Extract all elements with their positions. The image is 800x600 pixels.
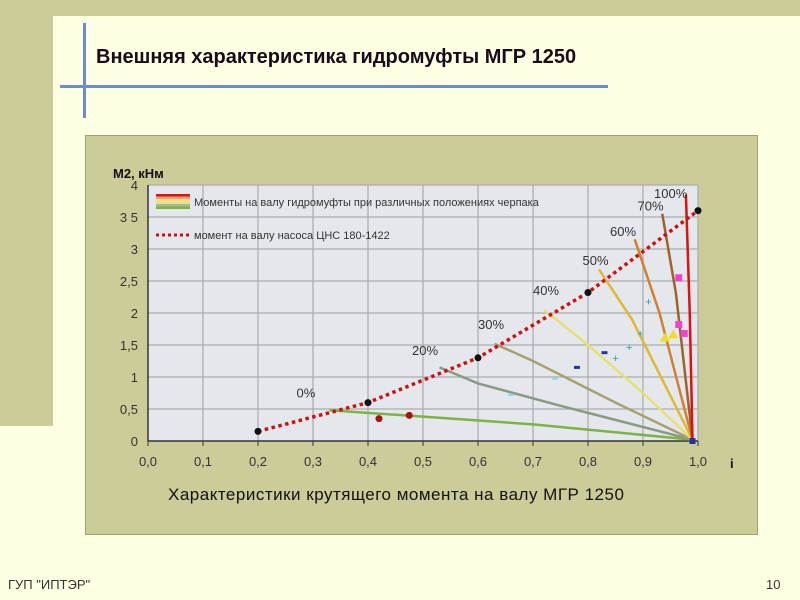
marker-square <box>675 321 683 329</box>
marker-square <box>675 274 683 282</box>
series-line-60% <box>633 239 694 441</box>
x-tick-label: 0,5 <box>414 454 432 469</box>
chart-panel: 0,0 0,1 0,2 0,3 0,4 0,5 0,6 0,7 0,8 0,9 1,0 0 0,5 1 1,… <box>85 135 758 535</box>
marker-dash <box>574 365 580 369</box>
series-line-70% <box>661 213 694 440</box>
legend-swatch-characteristics <box>156 201 190 204</box>
series-label: 0% <box>297 385 316 400</box>
series-label: 70% <box>638 199 664 214</box>
x-tick-label: 0,9 <box>634 454 652 469</box>
x-tick-label: 0,1 <box>194 454 212 469</box>
marker-plus: + <box>637 328 643 340</box>
legend-swatch-characteristics <box>156 196 190 199</box>
series-label: 60% <box>610 224 636 239</box>
legend-swatch-characteristics <box>156 199 190 202</box>
y-tick-label: 1 <box>131 370 138 385</box>
x-tick-label: 0,6 <box>469 454 487 469</box>
marker-triangle <box>660 332 670 342</box>
legend-swatch-characteristics <box>156 194 190 197</box>
marker-plus: + <box>626 342 632 354</box>
left-band <box>0 0 53 426</box>
marker-plus: + <box>612 353 618 365</box>
legend-label-characteristics: Моменты на валу гидромуфты при различных… <box>194 197 540 209</box>
title-vertical-rule <box>83 23 86 118</box>
pump-curve-point <box>474 354 482 362</box>
convergence-point <box>689 438 696 444</box>
pump-curve-point <box>364 399 372 407</box>
legend-label-pump: момент на валу насоса ЦНС 180-1422 <box>194 230 390 242</box>
top-band <box>0 0 800 16</box>
y-tick-label: 0 <box>131 434 138 449</box>
series-line-40% <box>543 308 694 441</box>
x-tick-label: 0,8 <box>579 454 597 469</box>
y-tick-label: 4 <box>131 178 138 193</box>
series-label: 40% <box>533 283 559 298</box>
chart-title: Характеристики крутящего момента на валу… <box>168 485 624 504</box>
x-tick-label: 0,7 <box>524 454 542 469</box>
series-label: 100% <box>654 186 688 201</box>
series-label: 20% <box>412 343 438 358</box>
footer-org: ГУП "ИПТЭР" <box>8 577 91 592</box>
x-tick-label: 0,2 <box>249 454 267 469</box>
x-tick-label: 0,0 <box>139 454 157 469</box>
x-axis-label: i <box>730 456 734 471</box>
y-tick-label: 1,5 <box>120 338 138 353</box>
y-tick-label: 3 5 <box>120 210 138 225</box>
y-axis-label: М2, кНм <box>113 166 164 181</box>
series-label: 50% <box>583 253 609 268</box>
series-line-50% <box>597 268 694 441</box>
y-tick-label: 3 <box>131 242 138 257</box>
pump-curve-point <box>254 427 262 435</box>
marker-triangle <box>668 329 679 339</box>
pump-curve-point <box>694 207 702 215</box>
y-tick-label: 2 <box>131 306 138 321</box>
series-line-100% <box>684 194 694 440</box>
title-horizontal-rule <box>60 85 608 88</box>
marker-cyan <box>552 377 558 380</box>
marker-square <box>680 329 688 337</box>
x-tick-label: 1,0 <box>689 454 707 469</box>
x-tick-label: 0,4 <box>359 454 377 469</box>
page-number: 10 <box>766 577 781 592</box>
marker-dot <box>405 411 413 419</box>
x-tick-label: 0,3 <box>304 454 322 469</box>
legend-swatch-characteristics <box>156 204 190 207</box>
slide-title: Внешняя характеристика гидромуфты МГР 12… <box>96 46 577 68</box>
y-tick-label: 2,5 <box>120 274 138 289</box>
marker-dash <box>601 351 608 355</box>
torque-chart: 0,0 0,1 0,2 0,3 0,4 0,5 0,6 0,7 0,8 0,9 1,0 0 0,5 1 1,… <box>113 166 734 504</box>
legend-swatch-characteristics <box>156 206 190 209</box>
marker-cyan <box>508 393 514 396</box>
series-label: 30% <box>478 317 504 332</box>
y-tick-label: 0,5 <box>120 402 138 417</box>
series-line-0% <box>329 409 693 441</box>
marker-plus: + <box>645 296 651 308</box>
series-line-30% <box>493 342 694 441</box>
series-line-20% <box>439 366 693 441</box>
marker-dot <box>375 415 383 423</box>
pump-curve-point <box>584 289 592 297</box>
